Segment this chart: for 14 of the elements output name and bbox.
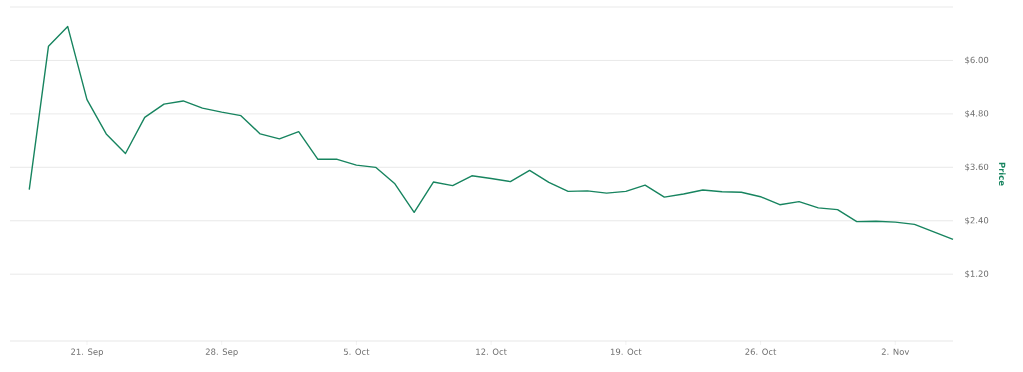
x-tick-label: 5. Oct <box>343 348 370 355</box>
y-tick-label: $6.00 <box>965 56 989 65</box>
y-tick-label: $4.80 <box>965 110 989 118</box>
x-tick-label: 2. Nov <box>881 348 910 355</box>
x-tick-label: 12. Oct <box>476 348 507 355</box>
y-tick-label: $3.60 <box>965 163 989 172</box>
y-axis-title: Price <box>998 162 1006 186</box>
x-tick-label: 21. Sep <box>71 348 104 357</box>
x-tick-label: 28. Sep <box>205 348 238 357</box>
x-tick-label: 19. Oct <box>610 348 642 355</box>
y-tick-label: $2.40 <box>965 216 989 225</box>
x-tick-label: 26. Oct <box>745 348 777 355</box>
y-tick-label: $1.20 <box>965 270 989 279</box>
line-series <box>28 25 954 241</box>
